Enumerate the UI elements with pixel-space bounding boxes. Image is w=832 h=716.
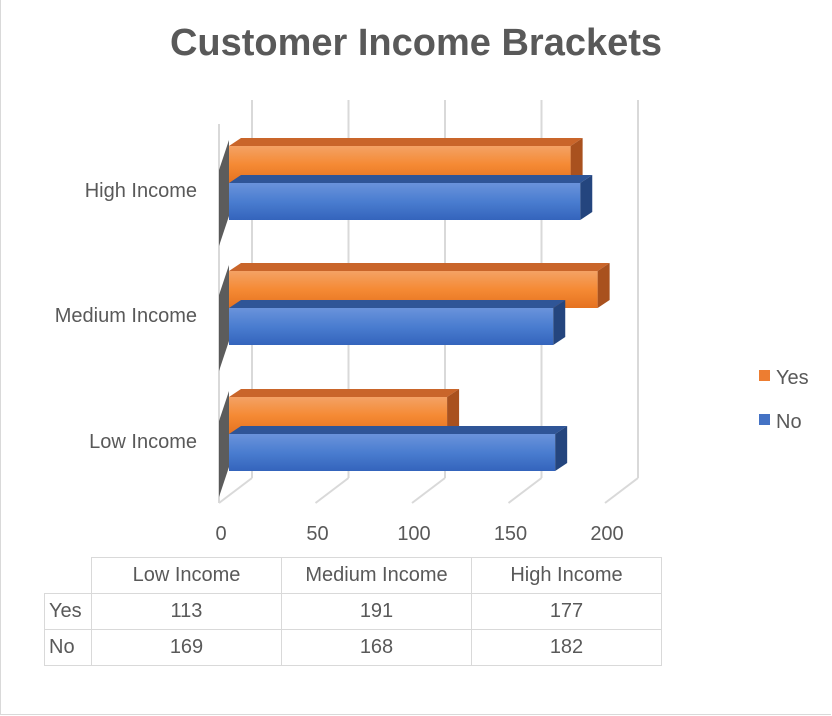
table-row-label: No	[44, 629, 92, 666]
data-table: Low Income Medium Income High Income Yes…	[44, 557, 662, 666]
legend-label: No	[776, 411, 802, 433]
bar-end-face	[553, 300, 566, 345]
table-header-cell: Medium Income	[281, 557, 472, 594]
category-label: Low Income	[89, 431, 197, 453]
table-cell: 177	[471, 593, 662, 630]
bar-end-face	[447, 389, 460, 434]
floor-gridline	[507, 477, 543, 504]
category-wall-shadow	[219, 391, 229, 497]
category-label: High Income	[85, 180, 197, 202]
bar-end-face	[597, 263, 610, 308]
legend-label: Yes	[776, 367, 809, 389]
table-corner-cell	[44, 557, 92, 594]
bar-no-high-income	[229, 183, 581, 220]
chart-title: Customer Income Brackets	[169, 22, 663, 64]
table-row: No 169 168 182	[44, 629, 662, 666]
table-cell: 168	[281, 629, 472, 666]
bar-end-face	[555, 426, 568, 471]
table-row-label: Yes	[44, 593, 92, 630]
floor-gridline	[314, 477, 350, 504]
bar-end-face	[570, 138, 583, 183]
x-tick-label: 0	[215, 523, 226, 545]
table-cell: 182	[471, 629, 662, 666]
bar-top-face	[229, 300, 566, 308]
legend-swatch	[759, 414, 770, 425]
table-cell: 191	[281, 593, 472, 630]
category-wall-shadow	[219, 265, 229, 371]
table-row: Yes 113 191 177	[44, 593, 662, 630]
floor-gridline	[218, 477, 253, 504]
bar-top-face	[229, 138, 583, 146]
table-header-row: Low Income Medium Income High Income	[44, 557, 662, 594]
bar-top-face	[229, 389, 460, 397]
table-cell: 113	[91, 593, 282, 630]
bar-no-medium-income	[229, 308, 554, 345]
bar-top-face	[229, 175, 593, 183]
bar-no-low-income	[229, 434, 556, 471]
table-header-cell: Low Income	[91, 557, 282, 594]
x-tick-label: 50	[306, 523, 328, 545]
x-tick-label: 200	[590, 523, 623, 545]
x-tick-label: 150	[494, 523, 527, 545]
x-tick-label: 100	[397, 523, 430, 545]
bar-top-face	[229, 426, 568, 434]
floor-gridline	[411, 477, 446, 504]
legend-swatch	[759, 370, 770, 381]
floor-gridline	[604, 477, 639, 504]
table-cell: 169	[91, 629, 282, 666]
bar-end-face	[580, 175, 593, 220]
category-label: Medium Income	[55, 305, 197, 327]
category-wall-shadow	[219, 140, 229, 246]
table-header-cell: High Income	[471, 557, 662, 594]
bar-top-face	[229, 263, 610, 271]
